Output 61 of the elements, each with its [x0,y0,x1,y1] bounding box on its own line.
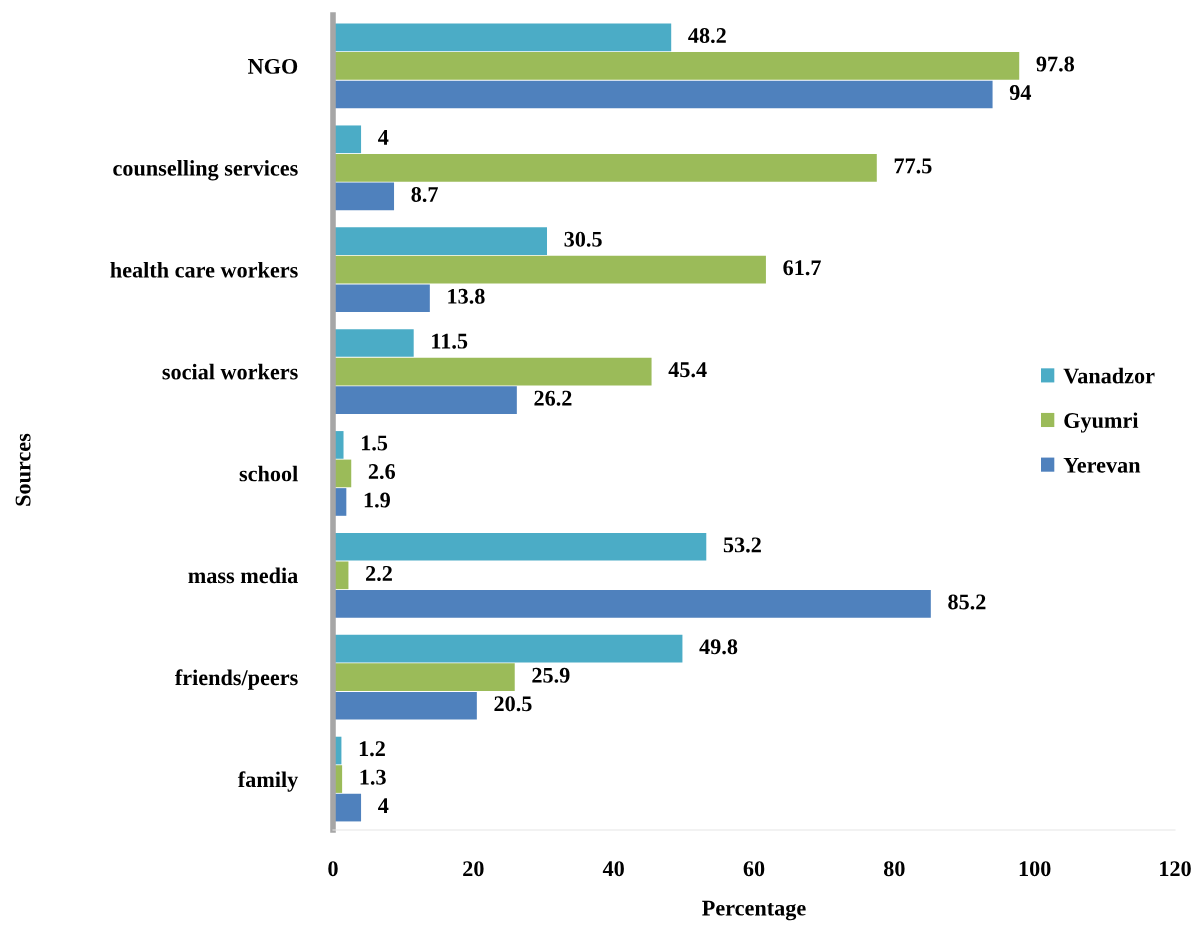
x-tick-label: 20 [463,861,484,877]
data-label: 11.5 [432,333,468,349]
x-tick-label: 100 [1019,861,1051,877]
y-tick-label: school [239,465,298,482]
data-label: 1.3 [360,769,386,785]
bar [333,663,515,692]
y-tick-label: counselling services [113,160,298,181]
bar [333,182,395,211]
data-label: 53.2 [723,537,761,553]
data-label: 4 [378,798,389,813]
data-label: 20.5 [494,696,532,712]
y-tick-label: family [237,771,299,792]
data-label: 97.8 [1036,56,1075,72]
data-label: 2.2 [366,565,392,581]
legend-label: Vanadzor [1063,367,1155,384]
legend-label: Gyumri [1064,412,1139,433]
data-label: 1.2 [359,741,385,757]
y-tick-label: mass media [188,567,298,584]
bar [333,80,993,109]
bar [333,532,707,561]
bar [333,634,683,663]
x-tick-label: 80 [883,861,905,877]
data-label: 49.8 [699,639,738,655]
legend-label: Yerevan [1063,457,1141,473]
bar [333,590,931,618]
data-label: 26.2 [534,390,572,406]
bar [333,125,362,154]
x-axis-title: Percentage [702,900,806,921]
data-label: 94 [1009,85,1032,101]
bar [333,23,672,52]
y-tick-label: NGO [248,58,298,74]
data-label: 25.9 [532,667,570,683]
x-tick-label: 40 [602,861,624,877]
x-tick-label: 120 [1160,861,1191,877]
y-tick-label: health care workers [110,261,298,278]
bar [333,227,548,255]
data-label: 48.2 [688,27,726,44]
bar [333,52,1020,80]
bar [333,357,652,386]
bar [333,284,430,313]
data-label: 61.7 [783,260,821,276]
y-tick-label: social workers [162,363,298,380]
bar [333,255,766,284]
data-label: 77.5 [894,158,932,174]
data-label: 85.2 [948,594,986,610]
y-axis-title: Sources [15,433,31,506]
data-label: 30.5 [564,231,602,247]
x-tick-label: 0 [328,861,338,877]
data-label: 13.8 [448,288,485,304]
data-label: 2.6 [368,464,396,480]
data-label: 1.9 [364,492,390,508]
x-tick-label: 60 [743,861,765,877]
bar [333,329,414,357]
data-label: 8.7 [411,186,438,202]
data-label: 1.5 [361,435,388,451]
data-label: 4 [378,130,389,145]
bar [333,386,517,414]
bar [333,691,477,720]
y-tick-label: friends/peers [175,669,298,690]
bar [333,153,877,182]
data-label: 45.4 [668,362,707,378]
